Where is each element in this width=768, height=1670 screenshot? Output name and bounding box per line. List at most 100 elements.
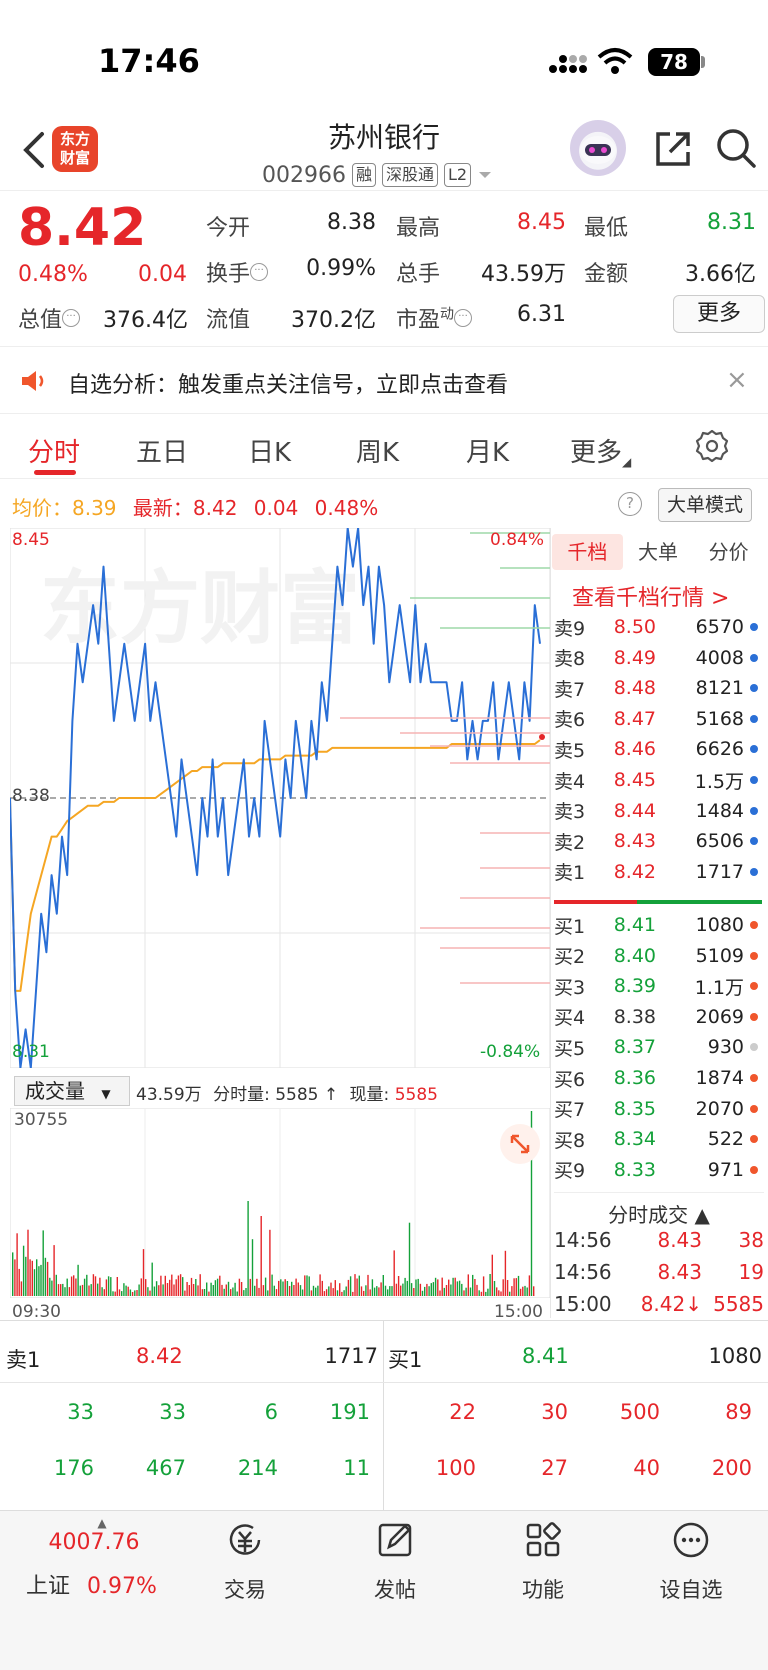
index-name-row[interactable]: 上证 0.97% bbox=[26, 1568, 157, 1600]
volume-info: 43.59万 分时量: 5585 ↑ 现量: 5585 bbox=[136, 1080, 438, 1105]
volume-bar bbox=[131, 1292, 134, 1296]
index-widget[interactable]: ▲ 4007.76 bbox=[34, 1516, 154, 1555]
gear-icon[interactable] bbox=[694, 428, 730, 464]
tick-time: 15:00 bbox=[554, 1292, 612, 1316]
volume-bar bbox=[38, 1266, 40, 1296]
volume-bar bbox=[323, 1291, 326, 1296]
close-icon[interactable]: × bbox=[726, 365, 748, 395]
bids-row-9[interactable]: 买9 8.33 971 bbox=[554, 1155, 764, 1185]
volume-bar bbox=[439, 1290, 441, 1296]
intraday-chart[interactable]: 东方财富 bbox=[10, 528, 550, 1068]
last-price: 8.42 bbox=[18, 198, 147, 258]
bids-row-1[interactable]: 买1 8.41 1080 bbox=[554, 910, 764, 940]
asks-row-4[interactable]: 卖6 8.47 5168 bbox=[554, 704, 764, 734]
view-depth-link[interactable]: 查看千档行情 > bbox=[572, 586, 730, 611]
volume-bar bbox=[489, 1274, 491, 1296]
price-line bbox=[10, 528, 541, 1068]
expand-icon[interactable] bbox=[500, 1124, 540, 1164]
tab-level-thousand[interactable]: 千档 bbox=[552, 534, 623, 570]
bids-row-8[interactable]: 买8 8.34 522 bbox=[554, 1124, 764, 1154]
tab-big-order[interactable]: 大单 bbox=[638, 540, 678, 564]
ticks-header[interactable]: 分时成交 ▲ bbox=[554, 1192, 764, 1228]
volume-bar bbox=[506, 1280, 509, 1296]
tag-l2: L2 bbox=[444, 163, 472, 187]
more-button[interactable]: 更多 bbox=[673, 295, 765, 333]
asks-row-1[interactable]: 卖9 8.50 6570 bbox=[554, 612, 764, 642]
volume-bar bbox=[33, 1269, 36, 1296]
summary-divider-v bbox=[383, 1320, 384, 1510]
avg-price-row: 均价：8.39 最新：8.42 0.04 0.48% bbox=[12, 492, 378, 521]
bids-row-7[interactable]: 买7 8.35 2070 bbox=[554, 1094, 764, 1124]
volume-bar bbox=[437, 1279, 439, 1296]
volume-bar bbox=[443, 1287, 445, 1296]
volume-bar bbox=[273, 1285, 275, 1296]
tabbar-trade[interactable]: 交易 bbox=[190, 1520, 300, 1604]
volume-bar bbox=[286, 1281, 289, 1296]
volume-bar bbox=[225, 1284, 227, 1296]
bids-row-2[interactable]: 买2 8.40 5109 bbox=[554, 941, 764, 971]
queue-cell: 11 bbox=[343, 1456, 370, 1480]
bids-row-6[interactable]: 买6 8.36 1874 bbox=[554, 1063, 764, 1093]
volume-bar bbox=[73, 1275, 75, 1296]
volume-bar bbox=[162, 1284, 164, 1296]
tab-indicator bbox=[34, 470, 76, 475]
asks-level-label: 卖5 bbox=[554, 739, 586, 762]
queue-cell: 40 bbox=[633, 1456, 660, 1480]
info-icon[interactable]: ··· bbox=[62, 308, 81, 327]
back-icon[interactable] bbox=[20, 130, 50, 170]
tab-week-k[interactable]: 周K bbox=[356, 438, 400, 468]
queue-cell: 100 bbox=[435, 1456, 476, 1480]
share-icon[interactable] bbox=[652, 128, 694, 170]
big-order-mode-button[interactable]: 大单模式 bbox=[658, 488, 752, 522]
tabbar-add-watchlist[interactable]: 设自选 bbox=[636, 1520, 746, 1604]
volume-bar bbox=[461, 1283, 463, 1296]
asks-row-5[interactable]: 卖5 8.46 6626 bbox=[554, 734, 764, 764]
volume-bar bbox=[271, 1274, 273, 1296]
avg-value: 8.39 bbox=[72, 496, 117, 520]
indicator-select[interactable]: 成交量 ▼ bbox=[14, 1076, 130, 1106]
bids-row-3[interactable]: 买3 8.39 1.1万 bbox=[554, 971, 764, 1001]
info-icon[interactable]: ··· bbox=[454, 308, 473, 327]
asks-row-6[interactable]: 卖4 8.45 1.5万 bbox=[554, 765, 764, 795]
volume-bar bbox=[343, 1290, 345, 1296]
assistant-robot-icon[interactable] bbox=[570, 120, 626, 176]
high-value: 8.45 bbox=[517, 210, 566, 235]
tab-five-day[interactable]: 五日 bbox=[136, 438, 189, 468]
volume-bar bbox=[334, 1280, 336, 1296]
level-dot-icon bbox=[750, 951, 758, 960]
volume-bar bbox=[199, 1274, 201, 1296]
tab-price-dist[interactable]: 分价 bbox=[708, 540, 749, 564]
bids-level-volume: 2069 bbox=[695, 1005, 744, 1028]
volume-bar bbox=[86, 1274, 88, 1296]
volume-bar bbox=[251, 1239, 254, 1296]
notice-bar[interactable]: 自选分析：触发重点关注信号，立即点击查看 × bbox=[0, 346, 768, 414]
volume-chart[interactable] bbox=[10, 1108, 550, 1298]
volume-bar bbox=[107, 1276, 110, 1296]
volume-bar bbox=[236, 1291, 238, 1296]
asks-level-price: 8.50 bbox=[613, 616, 656, 638]
asks-row-3[interactable]: 卖7 8.48 8121 bbox=[554, 673, 764, 703]
bids-level-volume: 2070 bbox=[695, 1097, 744, 1120]
tab-day-k[interactable]: 日K bbox=[248, 438, 292, 468]
asks-row-9[interactable]: 卖1 8.42 1717 bbox=[554, 857, 764, 887]
volume-bar bbox=[88, 1285, 90, 1296]
asks-row-2[interactable]: 卖8 8.49 4008 bbox=[554, 643, 764, 673]
volume-bar bbox=[404, 1277, 406, 1296]
stock-code-row[interactable]: 002966 融 深股通 L2 bbox=[262, 160, 493, 190]
tab-intraday[interactable]: 分时 bbox=[28, 438, 81, 468]
volume-bar bbox=[493, 1281, 496, 1296]
asks-row-8[interactable]: 卖2 8.43 6506 bbox=[554, 826, 764, 856]
tab-more[interactable]: 更多◢ bbox=[570, 432, 631, 469]
help-icon[interactable]: ? bbox=[618, 492, 642, 516]
info-icon[interactable]: ··· bbox=[250, 262, 269, 281]
bids-row-5[interactable]: 买5 8.37 930 bbox=[554, 1032, 764, 1062]
volume-bar bbox=[513, 1278, 515, 1296]
tab-month-k[interactable]: 月K bbox=[466, 438, 510, 468]
volume-bar bbox=[75, 1278, 77, 1296]
search-icon[interactable] bbox=[714, 126, 758, 170]
tabbar-functions[interactable]: 功能 bbox=[488, 1520, 598, 1604]
bids-row-4[interactable]: 买4 8.38 2069 bbox=[554, 1002, 764, 1032]
tabbar-post[interactable]: 发帖 bbox=[340, 1520, 450, 1604]
brand-logo[interactable]: 东方财富 bbox=[52, 126, 98, 172]
asks-row-7[interactable]: 卖3 8.44 1484 bbox=[554, 796, 764, 826]
